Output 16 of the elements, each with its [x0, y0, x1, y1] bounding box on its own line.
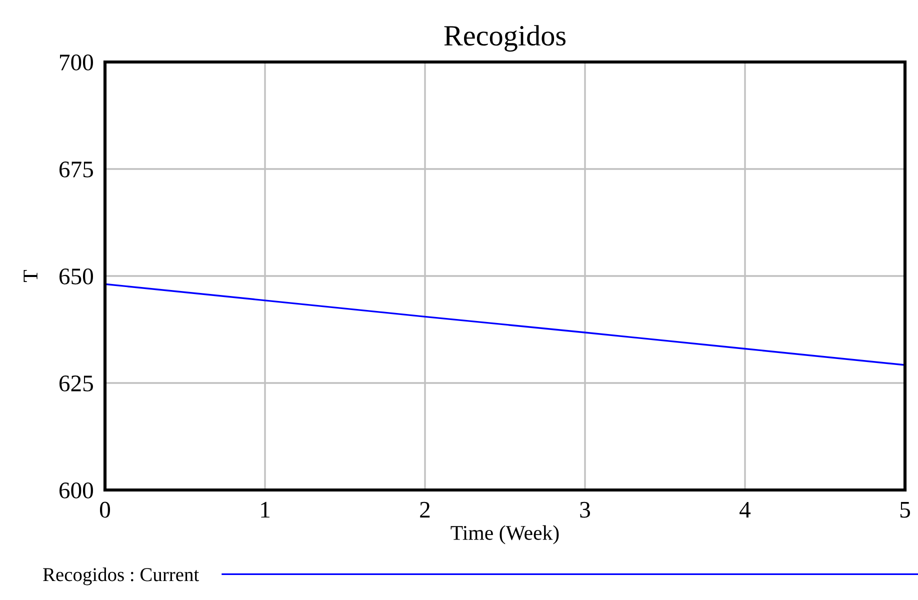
- y-tick-label: 675: [59, 162, 93, 178]
- x-axis-title: Time (Week): [450, 525, 559, 544]
- y-tick-label: 650: [59, 268, 93, 284]
- y-tick-label: 700: [60, 54, 93, 70]
- x-tick-label: 4: [740, 502, 751, 518]
- x-tick-label: 1: [261, 502, 270, 518]
- x-tick-label: 5: [900, 502, 910, 518]
- x-tick-label: 2: [420, 502, 430, 518]
- x-tick-label: 0: [100, 502, 110, 518]
- text: Recogidos : Current: [43, 568, 199, 586]
- line-series: [105, 283, 905, 366]
- y-tick-label: 600: [59, 482, 93, 498]
- chart-title: Recogidos: [444, 25, 566, 52]
- x-tick-label: 3: [580, 502, 590, 518]
- y-tick-label: 625: [59, 376, 93, 392]
- y-axis-title: T: [24, 270, 38, 282]
